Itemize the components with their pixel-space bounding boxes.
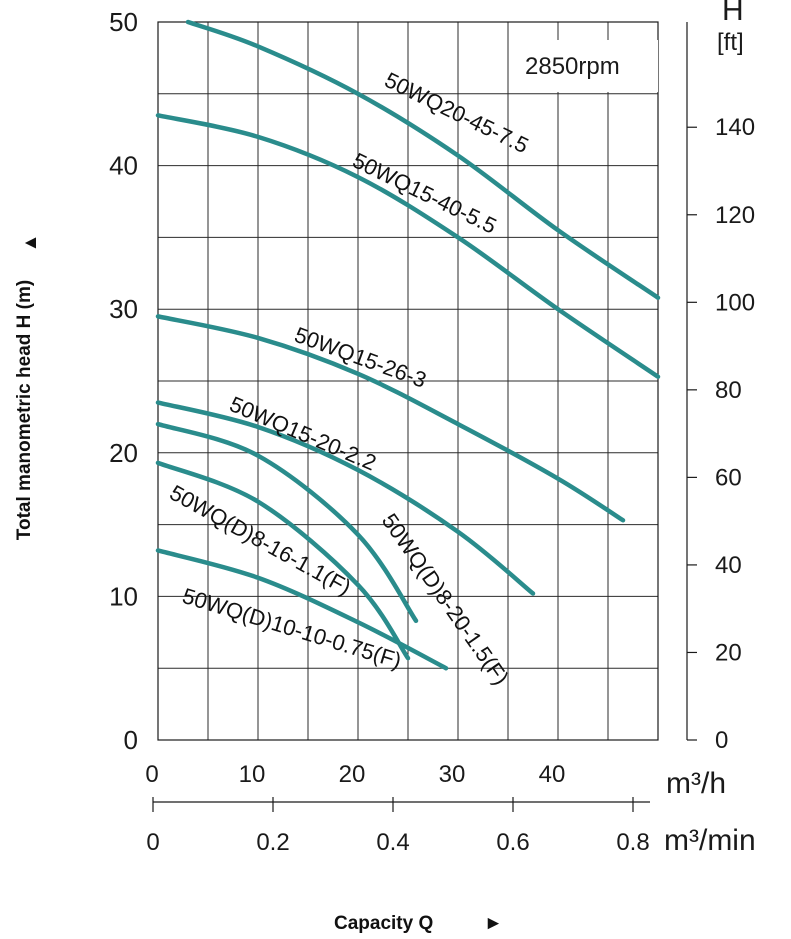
series-label-1: 50WQ15-40-5.5 [349, 148, 501, 239]
speed-label: 2850rpm [525, 53, 620, 80]
series-curve-2 [155, 314, 626, 523]
series-curve-6 [155, 548, 449, 671]
ft-tick-label: 40 [715, 552, 742, 579]
y-tick-label: 10 [109, 581, 138, 611]
series-curve-1 [155, 113, 661, 379]
x-tick-label-m3h: 40 [539, 761, 566, 788]
y-tick-label: 0 [124, 725, 138, 755]
ft-tick-label: 100 [715, 289, 755, 316]
x-tick-label-m3min: 0.4 [376, 829, 409, 856]
y-axis-title-group: Total manometric head H (m) [14, 280, 35, 540]
x-axis-m3min-unit: m³/min [664, 824, 756, 857]
ft-tick-label: 60 [715, 464, 742, 491]
ft-tick-label: 140 [715, 114, 755, 141]
y-axis-title: Total manometric head H (m) [14, 280, 35, 540]
x-axis-m3min-ticks: 0 0.2 0.4 0.6 0.8 [146, 797, 650, 856]
x-axis-m3h-unit: m³/h [666, 767, 726, 800]
curves [155, 19, 661, 671]
x-tick-label-m3h: 10 [239, 761, 266, 788]
series-label-3: 50WQ15-20-2.2 [226, 391, 380, 475]
x-tick-label-m3h: 20 [339, 761, 366, 788]
y-tick-label: 30 [109, 294, 138, 324]
series-curve-3 [155, 400, 536, 596]
x-tick-label-m3h: 0 [145, 761, 158, 788]
x-axis-m3h-ticks: 0 10 20 30 40 [145, 761, 565, 788]
ft-tick-label: 0 [715, 727, 728, 754]
ft-axis-ticks: 0 20 40 60 80 100 120 140 [687, 114, 755, 754]
ft-axis-unit: [ft] [717, 29, 744, 56]
ft-tick-label: 20 [715, 639, 742, 666]
series-curve-0 [185, 19, 661, 300]
y-axis-arrow: ▲ [20, 234, 41, 253]
x-tick-label-m3min: 0.2 [256, 829, 289, 856]
x-axis-title: Capacity Q [334, 913, 433, 934]
x-tick-label-m3min: 0.6 [496, 829, 529, 856]
speed-box [510, 40, 658, 92]
grid [158, 22, 658, 740]
ft-tick-label: 80 [715, 377, 742, 404]
x-tick-label-m3h: 30 [439, 761, 466, 788]
x-axis-arrow: ► [484, 913, 503, 934]
y-tick-label: 20 [109, 438, 138, 468]
x-tick-label-m3min: 0 [146, 829, 159, 856]
y-axis-ticks: 0 10 20 30 40 50 [109, 7, 138, 755]
plot-frame [157, 21, 659, 741]
series-label-5: 50WQ(D)8-16-1.1(F) [166, 480, 356, 600]
series-curve-5 [155, 460, 411, 661]
x-tick-label-m3min: 0.8 [616, 829, 649, 856]
ft-axis-title: H [722, 0, 744, 27]
series-label-0: 50WQ20-45-7.5 [381, 67, 533, 158]
series-curve-4 [155, 421, 419, 624]
y-axis-arrow-group: ▲ [20, 234, 41, 253]
y-tick-label: 40 [109, 151, 138, 181]
ft-tick-label: 120 [715, 202, 755, 229]
y-tick-label: 50 [109, 7, 138, 37]
